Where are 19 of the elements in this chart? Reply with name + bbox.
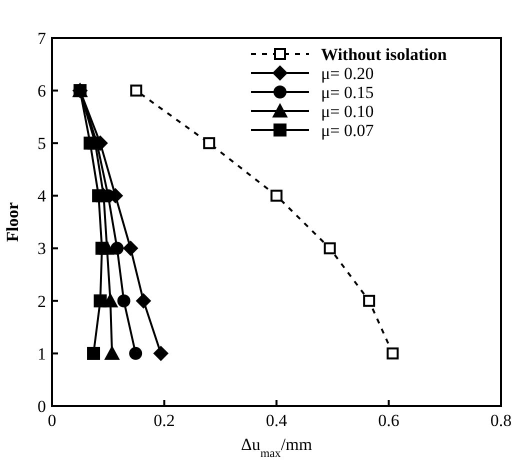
y-tick-label: 0 <box>38 396 46 416</box>
y-tick-label: 3 <box>38 239 46 258</box>
legend-label: μ= 0.20 <box>321 64 374 83</box>
y-tick-label: 1 <box>38 344 46 364</box>
x-tick-label: 0.2 <box>154 411 175 430</box>
y-tick-label: 2 <box>38 292 46 311</box>
y-axis-title: Floor <box>3 202 22 242</box>
y-tick-label: 4 <box>38 186 46 206</box>
legend-label: μ= 0.10 <box>321 102 374 121</box>
legend-label: μ= 0.15 <box>321 82 374 102</box>
legend-label: μ= 0.07 <box>321 120 374 140</box>
y-tick-label: 5 <box>38 134 46 154</box>
x-tick-label: 0.4 <box>266 411 288 430</box>
x-tick-label: 0.8 <box>490 411 512 430</box>
y-tick-label: 7 <box>38 28 46 48</box>
y-tick-label: 6 <box>38 82 46 101</box>
x-tick-label: 0.6 <box>378 411 400 430</box>
legend-label: Without isolation <box>321 44 448 64</box>
x-axis-title: Δu$_{max}$/mm <box>240 435 312 460</box>
